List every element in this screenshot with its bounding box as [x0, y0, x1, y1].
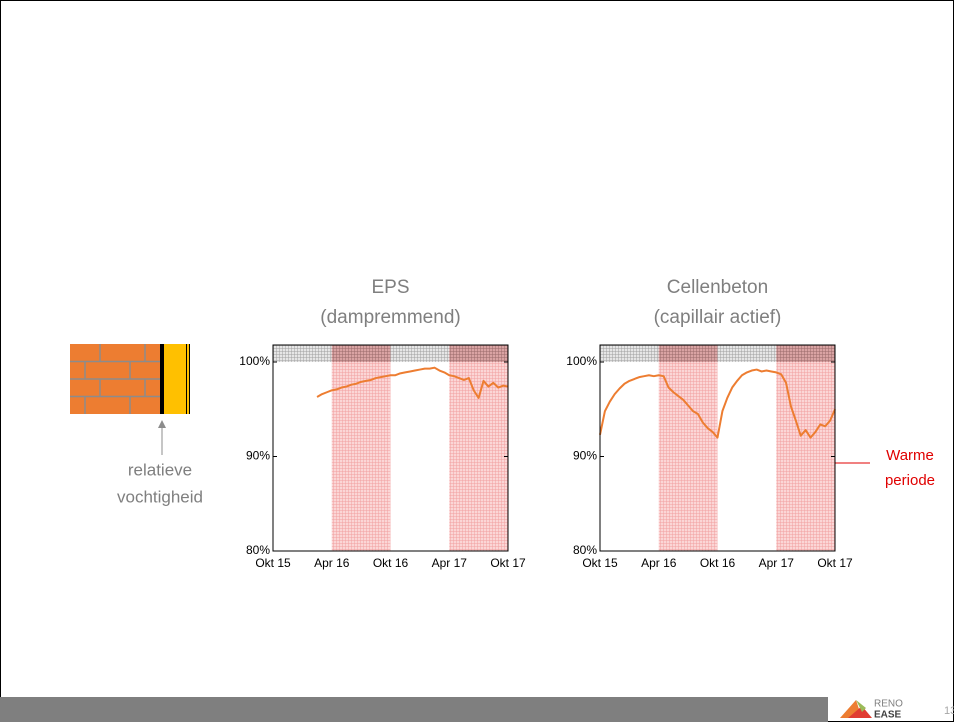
x-tick-label: Apr 16 — [641, 556, 677, 570]
logo-text: EASE — [874, 710, 902, 721]
x-tick-label: Okt 15 — [255, 556, 291, 570]
y-tick-label: 90% — [573, 449, 597, 463]
warm-period — [331, 362, 391, 551]
warm-period-top — [331, 345, 391, 363]
y-tick-label: 90% — [246, 449, 270, 463]
x-tick-label: Apr 16 — [314, 556, 350, 570]
data-line — [599, 368, 836, 439]
x-tick-label: Apr 17 — [759, 556, 795, 570]
x-tick-label: Okt 16 — [373, 556, 409, 570]
warm-period — [449, 362, 508, 551]
footer-bar — [0, 697, 828, 722]
logo-text: RENO — [874, 699, 903, 710]
data-line — [316, 366, 509, 399]
x-tick-label: Okt 15 — [582, 556, 618, 570]
warm-period-top — [776, 345, 835, 363]
wall-label: relatieve — [128, 460, 192, 479]
wall-illustration — [70, 344, 190, 455]
warm-label: periode — [885, 472, 935, 489]
warm-period — [776, 362, 835, 551]
chart-title: EPS — [371, 277, 409, 298]
x-tick-label: Okt 17 — [490, 556, 526, 570]
y-tick-label: 100% — [566, 354, 597, 368]
plot-frame — [599, 344, 836, 552]
warm-period-top — [658, 345, 718, 363]
x-tick-label: Apr 17 — [432, 556, 468, 570]
warm-label: Warme — [886, 447, 934, 464]
chart-title: Cellenbeton — [667, 277, 768, 298]
warm-period-top — [449, 345, 508, 363]
page-number: 13 — [944, 705, 954, 717]
x-tick-label: Okt 16 — [700, 556, 736, 570]
logo — [840, 700, 872, 718]
y-tick-label: 100% — [239, 354, 270, 368]
chart-subtitle: (capillair actief) — [654, 307, 782, 328]
y-tick-label: 80% — [246, 543, 270, 557]
chart-subtitle: (dampremmend) — [320, 307, 460, 328]
warm-period — [658, 362, 718, 551]
wall-label: vochtigheid — [117, 487, 203, 506]
x-tick-label: Okt 17 — [817, 556, 853, 570]
y-tick-label: 80% — [573, 543, 597, 557]
plot-frame — [272, 344, 509, 552]
